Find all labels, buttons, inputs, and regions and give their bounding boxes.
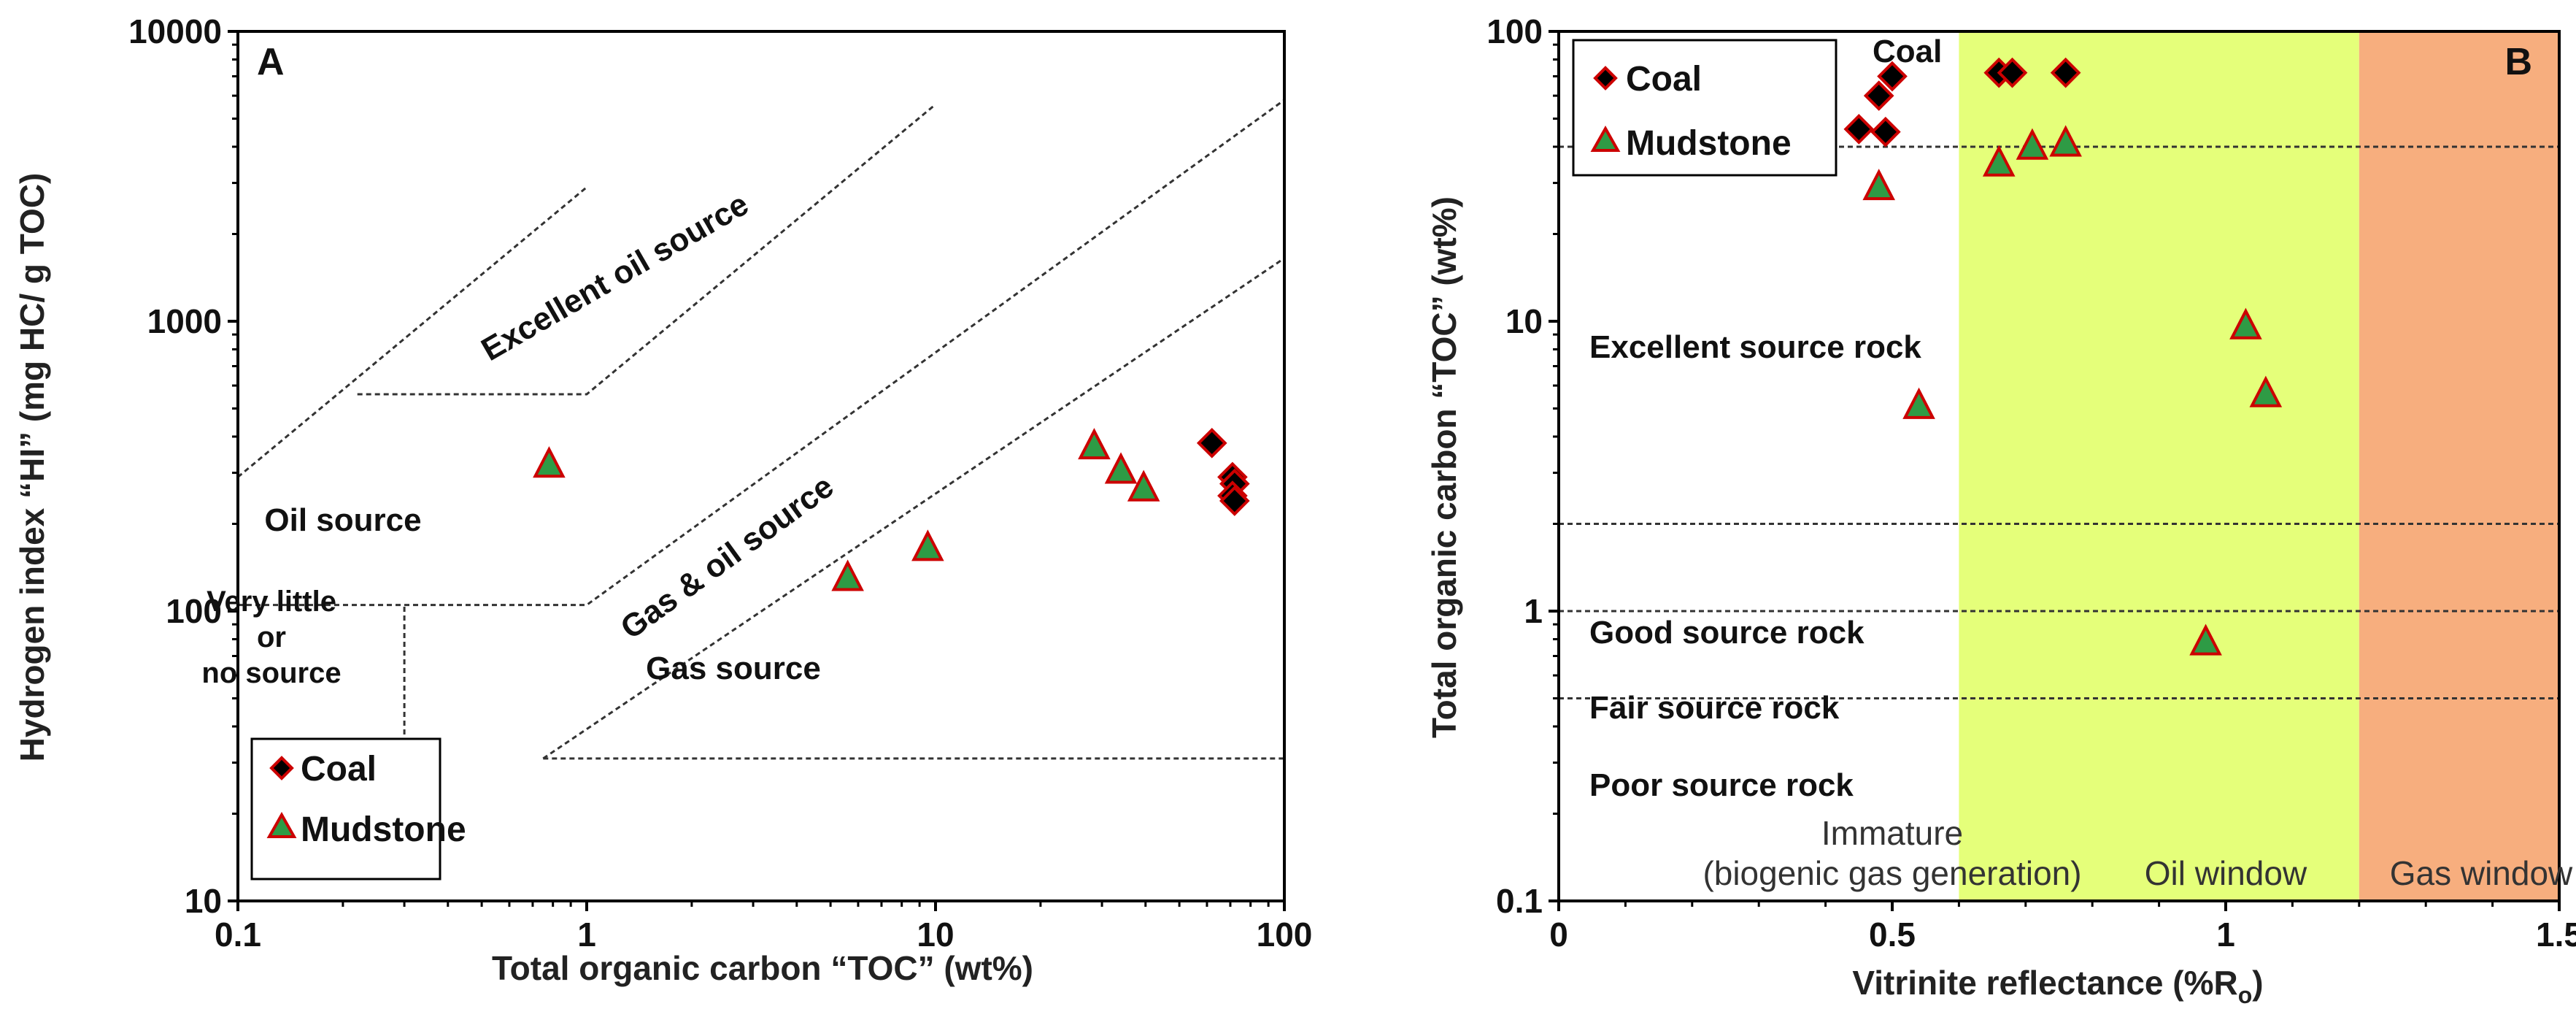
mudstone-point (533, 446, 566, 478)
panel-a-tick-labels: 0.1 1 10 100 10 100 1000 10000 (128, 12, 1312, 954)
panel-b-tick-labels: 0 0.5 1 1.5 0.1 1 10 100 (1486, 12, 2576, 954)
zone-boundary-4 (542, 257, 1285, 760)
panel-b-label: B (2504, 41, 2532, 83)
zone-poor-source-rock: Poor source rock (1589, 767, 1854, 803)
x-tick-label: 1.5 (2536, 916, 2576, 954)
zone-fair-source-rock: Fair source rock (1589, 690, 1840, 726)
zone-oil-source: Oil source (264, 502, 421, 538)
panel-a-legend: Coal Mudstone (250, 737, 466, 881)
panel-a-zone-boundaries (237, 99, 1285, 760)
band-oil-window-label: Oil window (2145, 854, 2307, 892)
panel-b-plot-frame (1557, 30, 2561, 902)
legend-coal-marker (1593, 66, 1618, 91)
coal-point (1219, 486, 1250, 516)
mudstone-point (2229, 307, 2262, 339)
mudstone-point (1078, 428, 1111, 460)
panel-a-y-axis-title: Hydrogen index “HI” (mg HC/ g TOC) (13, 173, 51, 762)
mudstone-point (2249, 375, 2283, 407)
legend-mudstone-label: Mudstone (301, 810, 466, 849)
x-tick-label: 10 (917, 916, 954, 954)
panel-a-ticks (228, 30, 1286, 911)
zone-boundary-1 (237, 186, 587, 478)
mudstone-point (2189, 624, 2222, 656)
y-tick-label: 10000 (128, 12, 222, 50)
y-tick-label: 0.1 (1496, 882, 1543, 920)
x-tick-label: 0.1 (215, 916, 261, 954)
x-tick-label: 1 (577, 916, 596, 954)
mudstone-point (1104, 452, 1138, 484)
mudstone-point (2049, 125, 2082, 157)
x-tick-label: 0.5 (1869, 916, 1916, 954)
legend-coal-label: Coal (301, 750, 377, 789)
panel-b-threshold-lines (1559, 145, 2559, 700)
panel-a-plot-frame (236, 30, 1286, 902)
coal-point (1196, 427, 1227, 459)
zone-boundary-3 (238, 99, 1285, 607)
mudstone-point (1862, 169, 1896, 201)
y-tick-label: 10 (1505, 302, 1543, 340)
zone-very-little-line2: or (257, 621, 286, 653)
oil-window-band (1959, 31, 2359, 901)
y-tick-label: 1 (1524, 592, 1543, 630)
mudstone-point (1982, 145, 2016, 177)
y-tick-label: 100 (1486, 12, 1543, 50)
x-tick-label: 0 (1549, 916, 1568, 954)
zone-gas-source: Gas source (646, 651, 821, 686)
mudstone-point (831, 559, 864, 591)
y-tick-label: 100 (166, 592, 222, 630)
coal-point (2050, 57, 2081, 88)
gas-window-band (2359, 31, 2559, 901)
legend-mudstone-marker (1590, 125, 1621, 152)
legend-coal-label: Coal (1626, 60, 1702, 99)
legend-mudstone-marker (266, 811, 297, 838)
zone-very-little-line3: no source (201, 657, 341, 689)
zone-gas-oil-source: Gas & oil source (614, 468, 841, 646)
x-tick-label: 1 (2216, 916, 2235, 954)
legend-mudstone-label: Mudstone (1626, 124, 1792, 163)
coal-point (1997, 57, 2028, 88)
mudstone-point (1902, 387, 1935, 419)
y-tick-label: 10 (185, 882, 222, 920)
coal-point (1877, 61, 1908, 92)
band-gas-window-label: Gas window (2390, 854, 2573, 892)
zone-very-little-line1: Very little (207, 586, 336, 618)
coal-point (1870, 116, 1901, 147)
legend-coal-marker (269, 756, 294, 780)
zone-excellent-source-rock: Excellent source rock (1589, 329, 1921, 365)
legend-box (1572, 39, 1837, 177)
coal-point (1863, 80, 1894, 111)
panel-a: 0.1 1 10 100 10 100 1000 10000 A Excellent oil … (13, 12, 1312, 987)
panel-b-x-axis-title: Vitrinite reflectance (%Ro) (1852, 964, 2263, 1008)
panel-b-ticks (1549, 30, 2561, 911)
mudstone-point (2016, 128, 2049, 160)
panel-a-x-axis-title: Total organic carbon “TOC” (wt%) (492, 949, 1033, 987)
zone-boundary-2 (357, 103, 936, 396)
panel-b-y-axis-title: Total organic carbon “TOC” (wt%) (1425, 196, 1463, 738)
panel-b: 0 0.5 1 1.5 0.1 1 10 100 B Coal Excellent sourc… (1425, 12, 2576, 1008)
x-tick-label: 100 (1257, 916, 1313, 954)
zone-good-source-rock: Good source rock (1589, 615, 1864, 651)
coal-point (1843, 114, 1875, 145)
panel-b-legend: Coal Mudstone (1572, 39, 1837, 177)
band-immature-line2: (biogenic gas generation) (1702, 854, 2081, 892)
panel-a-points (533, 427, 1250, 591)
band-immature-line1: Immature (1821, 814, 1963, 852)
mudstone-point (911, 529, 944, 561)
panel-b-points (1843, 57, 2283, 656)
y-tick-label: 1000 (147, 302, 222, 340)
mudstone-point (1127, 469, 1160, 502)
zone-excellent-oil-source: Excellent oil source (476, 186, 755, 368)
zone-coal: Coal (1873, 34, 1942, 69)
panel-a-label: A (257, 41, 285, 83)
